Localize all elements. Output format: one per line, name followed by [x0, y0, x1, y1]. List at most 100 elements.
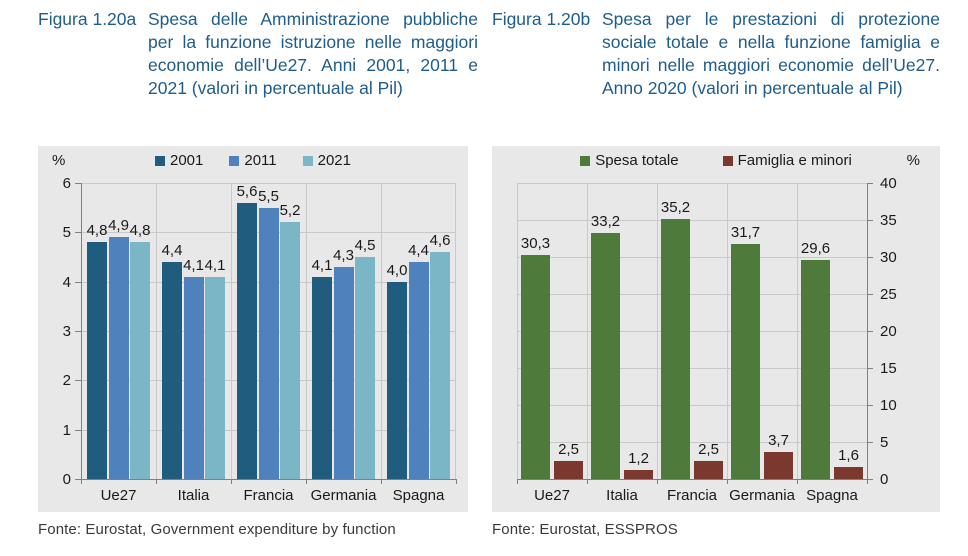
bar-famiglia-e-minori-spagna [834, 467, 863, 479]
bar-2001-italia [162, 261, 182, 479]
y-tick [867, 294, 873, 295]
bar-2001-francia [237, 202, 257, 479]
legend-label: Famiglia e minori [737, 152, 852, 169]
bar-2011-italia [183, 276, 204, 479]
figure-b-title: Spesa per le prestazioni di prote­zione … [602, 9, 940, 98]
x-tick [456, 480, 457, 484]
y-tick-label: 5 [62, 224, 71, 242]
figure-1-20a: Figura 1.20a Spesa delle Amministrazione… [38, 8, 478, 538]
bar-value-label: 5,5 [258, 187, 279, 205]
legend-swatch-icon [229, 155, 240, 166]
bar-famiglia-e-minori-ue27 [554, 460, 583, 479]
y-tick-label: 35 [880, 212, 897, 229]
bar-spesa-totale-ue27 [521, 254, 550, 479]
y-tick-label: 10 [880, 397, 897, 414]
category-separator [306, 183, 307, 479]
legend-label: 2021 [317, 152, 351, 169]
gridline [517, 405, 867, 406]
bar-2001-ue27 [87, 242, 107, 479]
plot-area: 4,8 4,9 4,8 4,4 4,1 4,1 5,6 5,5 5,2 4,1 4,3 4,5 4,0 4… [75, 182, 457, 484]
y-tick [75, 232, 81, 234]
legend-swatch-icon [302, 155, 313, 166]
y-axis-unit-label: % [906, 152, 920, 169]
figure-a-title-row: Figura 1.20a Spesa delle Amministrazione… [38, 8, 478, 146]
y-tick-label: 4 [62, 273, 71, 291]
y-axis-unit-label: % [52, 152, 66, 169]
y-tick [75, 479, 81, 480]
legend-item-2021: 2021 [302, 152, 351, 169]
bar-2021-ue27 [130, 242, 150, 479]
category-label-spagna: Spagna [392, 487, 445, 504]
bar-famiglia-e-minori-francia [694, 460, 723, 479]
category-label-ue27: Ue27 [100, 487, 137, 504]
y-tick-label: 0 [62, 471, 71, 488]
bar-value-label: 4,9 [108, 217, 129, 235]
y-tick-label: 30 [880, 249, 897, 266]
y-tick-label: 40 [880, 175, 897, 192]
bar-value-label: 30,3 [520, 234, 551, 252]
y-axis-line [81, 183, 82, 479]
legend-item-2011: 2011 [229, 152, 277, 169]
y-tick [75, 281, 81, 283]
bar-2001-spagna [387, 281, 407, 479]
x-axis-line [517, 479, 868, 480]
x-tick [587, 480, 588, 484]
bar-2011-germania [333, 266, 354, 479]
gridline [81, 183, 456, 184]
x-tick [156, 480, 157, 484]
y-tick [867, 331, 873, 332]
plot-area: 30,3 2,5 33,2 1,2 35,2 2,5 31,7 3,7 29,6 1,6 [517, 183, 873, 484]
gridline [517, 368, 867, 369]
y-tick-label: 2 [62, 372, 71, 390]
bar-value-label: 5,6 [236, 182, 258, 200]
bar-2021-italia [205, 276, 225, 479]
x-tick [231, 480, 232, 484]
gridline [517, 183, 867, 184]
category-label-germania: Germania [729, 487, 795, 504]
figure-a-title: Spesa delle Amministrazione pubbliche pe… [148, 9, 478, 98]
chart-legend: 2001 2011 2021 [38, 152, 468, 169]
bar-2011-ue27 [108, 237, 129, 479]
bar-value-label: 4,0 [386, 261, 408, 279]
chart-legend: Spesa totale Famiglia e minori [492, 152, 940, 169]
bar-value-label: 31,7 [730, 224, 761, 242]
legend-item-spesa-totale: Spesa totale [580, 152, 679, 169]
bar-value-label: 4,4 [161, 241, 183, 259]
bar-value-label: 4,6 [429, 232, 451, 250]
y-tick [867, 479, 873, 480]
bar-value-label: 5,2 [279, 202, 301, 220]
legend-label: 2001 [169, 152, 204, 169]
bar-2011-spagna [408, 261, 429, 479]
bar-2021-germania [355, 257, 375, 479]
legend-label: Spesa totale [595, 152, 679, 169]
chart-b-panel: Spesa totale Famiglia e minori% 30,3 2,5 33,… [492, 146, 940, 512]
y-tick [75, 331, 81, 332]
category-separator [231, 183, 232, 479]
category-separator [657, 183, 658, 479]
bar-value-label: 4,1 [204, 256, 226, 274]
category-label-spagna: Spagna [806, 487, 858, 504]
legend-item-2001: 2001 [154, 152, 204, 169]
x-tick [306, 480, 307, 484]
legend-item-famiglia-e-minori: Famiglia e minori [722, 152, 852, 169]
bar-value-label: 4,1 [311, 256, 333, 274]
y-tick-label: 20 [880, 323, 897, 340]
bar-value-label: 29,6 [800, 239, 831, 257]
y-tick-label: 6 [62, 175, 71, 192]
bar-value-label: 4,8 [86, 222, 108, 240]
x-tick [727, 480, 728, 484]
y-tick [867, 257, 873, 258]
x-tick [81, 480, 82, 484]
y-tick [75, 183, 81, 184]
y-tick [867, 183, 873, 184]
x-tick [381, 480, 382, 484]
figure-b-source: Fonte: Eurostat, ESSPROS [492, 521, 678, 538]
y-tick-label: 5 [880, 434, 889, 451]
x-tick [657, 480, 658, 484]
chart-a-panel: 2001 2011 2021% 4,8 4,9 4,8 4,4 4,1 4,1 5,6 5,5 5,2… [38, 146, 468, 512]
legend-swatch-icon [580, 155, 591, 166]
gridline [517, 294, 867, 295]
bar-value-label: 2,5 [698, 440, 719, 458]
category-separator [587, 183, 588, 479]
